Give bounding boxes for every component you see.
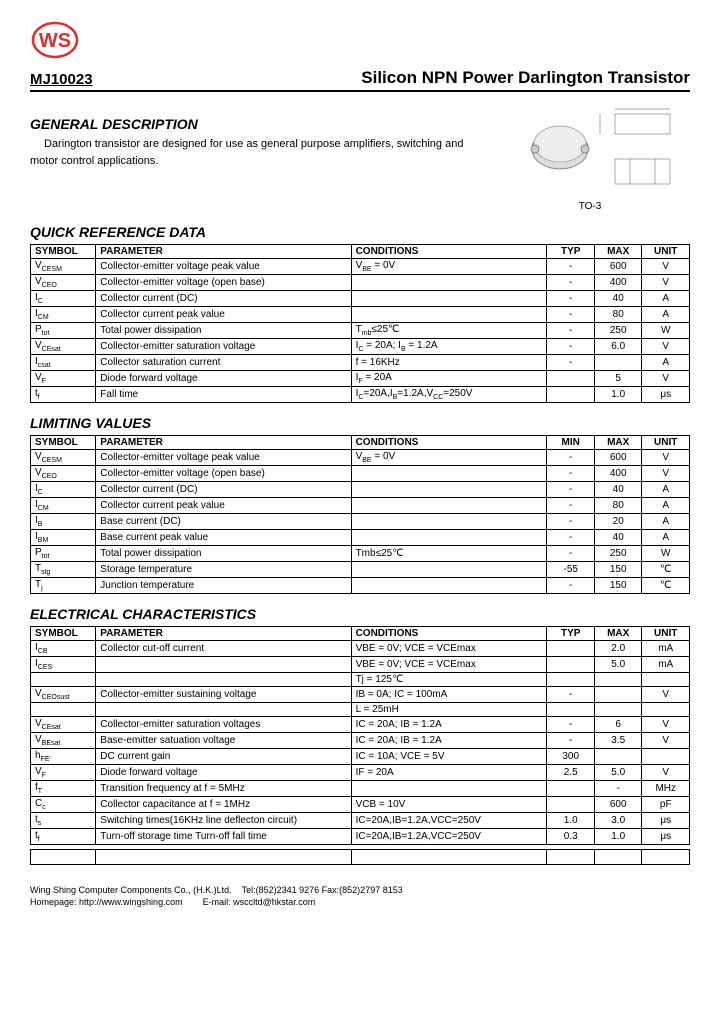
table-row: IBMBase current peak value-40A (31, 530, 690, 546)
footer: Wing Shing Computer Components Co., (H.K… (30, 885, 690, 908)
table-row: Tj = 125℃ (31, 673, 690, 687)
table-row: VCEOCollector-emitter voltage (open base… (31, 466, 690, 482)
description-row: GENERAL DESCRIPTION Darington transistor… (30, 104, 690, 212)
table-row: VCEsatCollector-emitter saturation volta… (31, 717, 690, 733)
th-max: MAX (594, 436, 641, 450)
part-number: MJ10023 (30, 71, 93, 88)
table-row: CcCollector capacitance at f = 1MHzVCB =… (31, 797, 690, 813)
table-row: tfFall timeIC=20A,IB=1.2A,VCC=250V1.0μs (31, 387, 690, 403)
table-row: ICCollector current (DC)-40A (31, 482, 690, 498)
table-row: fTTransition frequency at f = 5MHz-MHz (31, 781, 690, 797)
quick-ref-title: QUICK REFERENCE DATA (30, 224, 690, 240)
th-symbol: SYMBOL (31, 627, 96, 641)
svg-text:WS: WS (39, 30, 71, 52)
package-diagram (500, 104, 680, 194)
table-row: VCEsatCollector-emitter saturation volta… (31, 339, 690, 355)
table-row: tsSwitching times(16KHz line deflecton c… (31, 813, 690, 829)
header-row: WS (30, 20, 690, 60)
quick-ref-table: SYMBOL PARAMETER CONDITIONS TYP MAX UNIT… (30, 244, 690, 403)
table-row: VBEsatBase-emitter satuation voltageIC =… (31, 733, 690, 749)
title-row: MJ10023 Silicon NPN Power Darlington Tra… (30, 68, 690, 92)
table-row: L = 25mH (31, 703, 690, 717)
table-row: VCESMCollector-emitter voltage peak valu… (31, 259, 690, 275)
th-conditions: CONDITIONS (351, 245, 547, 259)
table-row: PtotTotal power dissipationTmb≤25℃-250W (31, 546, 690, 562)
th-symbol: SYMBOL (31, 436, 96, 450)
table-row: ICCollector current (DC)-40A (31, 291, 690, 307)
table-row: TstgStorage temperature-55150℃ (31, 562, 690, 578)
footer-homepage: Homepage: http://www.wingshing.com (30, 897, 183, 907)
th-min: MIN (547, 436, 594, 450)
electrical-table: SYMBOL PARAMETER CONDITIONS TYP MAX UNIT… (30, 626, 690, 845)
table-row: tfTurn-off storage time Turn-off fall ti… (31, 829, 690, 845)
table-row: VCEOCollector-emitter voltage (open base… (31, 275, 690, 291)
general-description-text: Darington transistor are designed for us… (30, 136, 470, 169)
th-parameter: PARAMETER (96, 436, 351, 450)
table-row: VCEOsustCollector-emitter sustaining vol… (31, 687, 690, 703)
th-max: MAX (594, 627, 641, 641)
th-max: MAX (594, 245, 641, 259)
table-row: VFDiode forward voltageIF = 20A5V (31, 371, 690, 387)
table-row: IBBase current (DC)-20A (31, 514, 690, 530)
th-conditions: CONDITIONS (351, 436, 547, 450)
table-row: TjJunction temperature-150℃ (31, 578, 690, 594)
th-typ: TYP (547, 627, 594, 641)
table-row: VCESMCollector-emitter voltage peak valu… (31, 450, 690, 466)
th-parameter: PARAMETER (96, 245, 351, 259)
th-conditions: CONDITIONS (351, 627, 547, 641)
th-typ: TYP (547, 245, 594, 259)
electrical-title: ELECTRICAL CHARACTERISTICS (30, 606, 690, 622)
package-column: TO-3 (490, 104, 690, 212)
gap-table (30, 849, 690, 865)
footer-phone: Tel:(852)2341 9276 Fax:(852)2797 8153 (242, 885, 403, 895)
table-row: ICMCollector current peak value-80A (31, 307, 690, 323)
limiting-title: LIMITING VALUES (30, 415, 690, 431)
table-row: IcsatCollector saturation currentf = 16K… (31, 355, 690, 371)
main-title: Silicon NPN Power Darlington Transistor (361, 68, 690, 88)
general-description-title: GENERAL DESCRIPTION (30, 116, 470, 132)
footer-email: E-mail: wsccltd@hkstar.com (203, 897, 316, 907)
th-unit: UNIT (642, 245, 690, 259)
company-logo: WS (30, 20, 80, 60)
th-unit: UNIT (642, 627, 690, 641)
limiting-table: SYMBOL PARAMETER CONDITIONS MIN MAX UNIT… (30, 435, 690, 594)
table-row: ICMCollector current peak value-80A (31, 498, 690, 514)
table-row: PtotTotal power dissipationTmb≤25℃-250W (31, 323, 690, 339)
table-row: ICESVBE = 0V; VCE = VCEmax5.0mA (31, 657, 690, 673)
package-label: TO-3 (490, 201, 690, 212)
table-row: hFEDC current gainIC = 10A; VCE = 5V300 (31, 749, 690, 765)
table-row: VFDiode forward voltageIF = 20A2.55.0V (31, 765, 690, 781)
th-parameter: PARAMETER (96, 627, 351, 641)
table-row: ICBCollector cut-off currentVBE = 0V; VC… (31, 641, 690, 657)
footer-company: Wing Shing Computer Components Co., (H.K… (30, 885, 232, 895)
th-unit: UNIT (642, 436, 690, 450)
th-symbol: SYMBOL (31, 245, 96, 259)
